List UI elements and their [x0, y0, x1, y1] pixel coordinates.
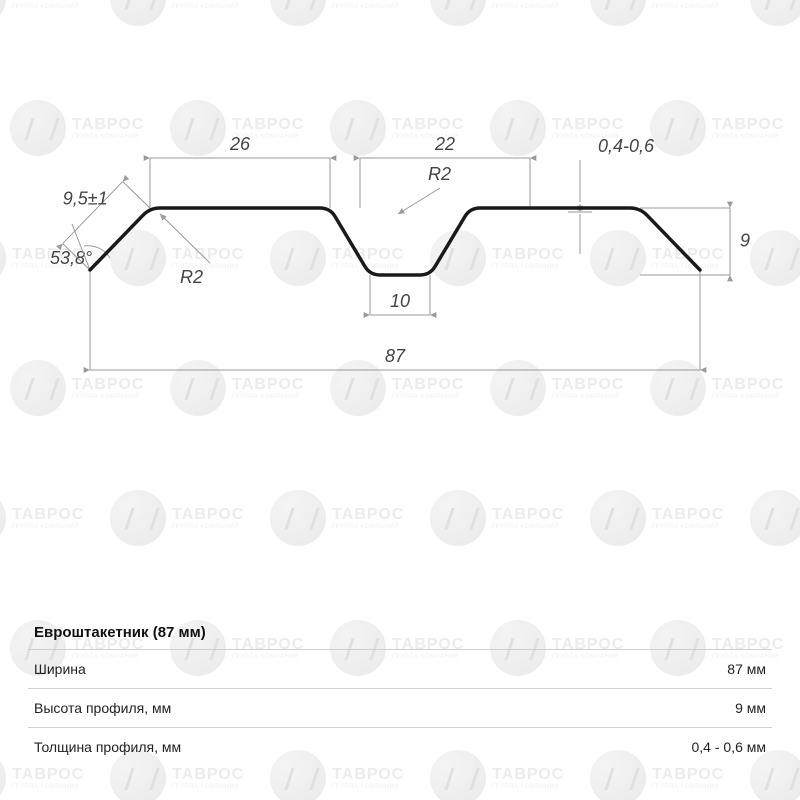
svg-text:22: 22 — [434, 134, 455, 154]
spec-row-label: Высота профиля, мм — [34, 700, 171, 716]
svg-text:10: 10 — [390, 291, 410, 311]
spec-row: Толщина профиля, мм 0,4 - 0,6 мм — [28, 727, 772, 766]
spec-row: Высота профиля, мм 9 мм — [28, 688, 772, 727]
profile-diagram: 26 22 0,4-0,6 87 10 9 9,5±1 53,8° R2 R2 — [0, 40, 800, 420]
svg-text:R2: R2 — [180, 267, 203, 287]
spec-row-label: Толщина профиля, мм — [34, 739, 181, 755]
svg-text:26: 26 — [229, 134, 251, 154]
svg-text:R2: R2 — [428, 164, 451, 184]
spec-table: Евроштакетник (87 мм) Ширина 87 мм Высота … — [28, 612, 772, 766]
spec-row-label: Ширина — [34, 661, 86, 677]
svg-text:87: 87 — [385, 346, 406, 366]
diagram-svg: 26 22 0,4-0,6 87 10 9 9,5±1 53,8° R2 R2 — [0, 40, 800, 420]
svg-text:9: 9 — [740, 231, 750, 251]
svg-text:53,8°: 53,8° — [50, 248, 92, 268]
spec-row-value: 9 мм — [735, 700, 766, 716]
svg-text:0,4-0,6: 0,4-0,6 — [598, 136, 655, 156]
spec-row-value: 0,4 - 0,6 мм — [691, 739, 766, 755]
spec-title: Евроштакетник (87 мм) — [28, 612, 772, 649]
spec-row: Ширина 87 мм — [28, 649, 772, 688]
spec-row-value: 87 мм — [727, 661, 766, 677]
svg-text:9,5±1: 9,5±1 — [63, 189, 108, 209]
